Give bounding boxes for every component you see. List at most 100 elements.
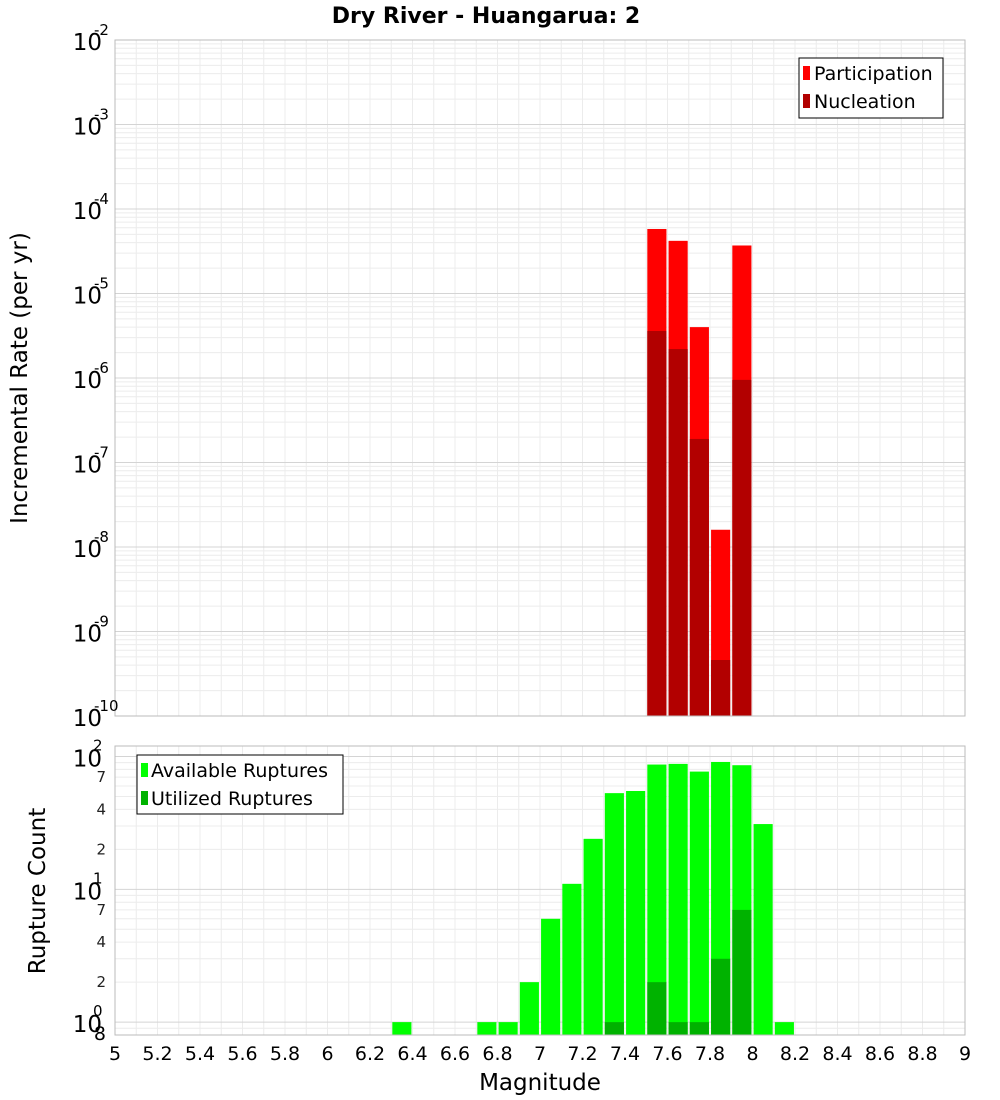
top-y-tick-exponent: -8 — [94, 528, 109, 546]
x-tick-label: 7.2 — [567, 1043, 597, 1065]
utilized-ruptures-bar-7.55 — [647, 982, 667, 1035]
x-tick-label: 7.8 — [695, 1043, 725, 1065]
utilized-ruptures-bar-7.85 — [711, 958, 731, 1035]
available-ruptures-bar-8.15 — [774, 1022, 794, 1035]
bottom-legend: Available Ruptures Utilized Ruptures — [136, 754, 344, 815]
x-tick-label: 6.8 — [482, 1043, 512, 1065]
top-y-tick-base: 10 — [73, 199, 102, 225]
available-ruptures-bar-6.85 — [498, 1022, 518, 1035]
top-y-tick-base: 10 — [73, 622, 102, 648]
bottom-y-minor-label: 7 — [96, 901, 106, 919]
top-y-tick-exponent: -10 — [94, 697, 119, 715]
available-ruptures-bar-7.35 — [604, 793, 624, 1035]
top-y-tick-base: 10 — [73, 284, 102, 310]
nucleation-bar-7.75 — [689, 438, 709, 716]
bottom-y-tick-exponent: 2 — [93, 737, 103, 755]
top-y-axis-label: Incremental Rate (per yr) — [7, 232, 33, 524]
available-ruptures-bar-7.45 — [626, 790, 646, 1035]
x-tick-label: 8 — [746, 1043, 758, 1065]
x-tick-label: 5.6 — [227, 1043, 257, 1065]
top-legend-swatch — [803, 94, 810, 108]
x-tick-label: 6.4 — [397, 1043, 427, 1065]
top-y-tick-base: 10 — [73, 115, 102, 141]
top-y-tick-base: 10 — [73, 537, 102, 563]
nucleation-bar-7.65 — [668, 349, 688, 716]
x-tick-label: 9 — [959, 1043, 971, 1065]
x-tick-label: 8.4 — [822, 1043, 852, 1065]
x-tick-label: 6 — [321, 1043, 333, 1065]
top-y-tick-exponent: -6 — [94, 359, 109, 377]
top-legend-box — [798, 57, 944, 119]
bottom-y-minor-label: 8 — [94, 1023, 106, 1045]
bottom-legend-label: Utilized Ruptures — [151, 788, 313, 810]
top-y-tick-base: 10 — [73, 706, 102, 732]
bottom-legend-swatch — [141, 791, 148, 805]
top-legend-label: Participation — [814, 63, 933, 85]
bottom-y-tick-exponent: 0 — [93, 1002, 103, 1020]
utilized-ruptures-bar-7.65 — [668, 1022, 688, 1035]
available-ruptures-bar-7.75 — [689, 771, 709, 1035]
top-legend-swatch — [803, 66, 810, 80]
top-y-tick-exponent: -2 — [94, 21, 109, 39]
top-grid — [114, 40, 966, 717]
x-tick-label: 7.6 — [652, 1043, 682, 1065]
top-plot-frame — [114, 39, 966, 717]
bottom-y-tick-base: 10 — [73, 1012, 102, 1038]
bottom-legend-box — [136, 754, 344, 815]
x-tick-label: 8.6 — [865, 1043, 895, 1065]
available-ruptures-bar-7.25 — [583, 838, 603, 1035]
bottom-legend-label: Available Ruptures — [151, 760, 328, 782]
top-plot: 10-1010-910-810-710-610-510-410-310-2Par… — [73, 21, 966, 732]
bottom-y-minor-label: 7 — [96, 768, 106, 786]
top-y-tick-exponent: -5 — [94, 275, 109, 293]
available-ruptures-bar-8.05 — [753, 824, 773, 1035]
x-tick-label: 6.6 — [440, 1043, 470, 1065]
nucleation-bar-7.85 — [711, 659, 731, 716]
top-y-tick-base: 10 — [73, 368, 102, 394]
top-y-tick-exponent: -7 — [94, 444, 109, 462]
x-tick-label: 6.2 — [355, 1043, 385, 1065]
nucleation-bar-7.95 — [732, 379, 752, 716]
bottom-legend-swatch — [141, 763, 148, 777]
nucleation-bar-7.55 — [647, 330, 667, 716]
available-ruptures-bar-6.95 — [519, 982, 539, 1035]
x-tick-label: 8.2 — [780, 1043, 810, 1065]
top-legend: Participation Nucleation — [798, 57, 944, 119]
chart-title: Dry River - Huangarua: 2 — [332, 4, 640, 29]
top-y-tick-base: 10 — [73, 30, 102, 56]
x-tick-label: 5.4 — [185, 1043, 215, 1065]
x-tick-label: 5.2 — [142, 1043, 172, 1065]
top-legend-label: Nucleation — [814, 91, 916, 113]
x-tick-label: 7 — [534, 1043, 546, 1065]
x-tick-label: 5 — [109, 1043, 121, 1065]
available-ruptures-bar-7.15 — [562, 883, 582, 1035]
available-ruptures-bar-7.65 — [668, 763, 688, 1035]
bottom-y-minor-label: 4 — [96, 800, 106, 818]
x-axis-label: Magnitude — [479, 1070, 601, 1096]
utilized-ruptures-bar-7.75 — [689, 1022, 709, 1035]
x-tick-label: 5.8 — [270, 1043, 300, 1065]
available-ruptures-bar-6.75 — [477, 1022, 497, 1035]
x-tick-label: 8.8 — [907, 1043, 937, 1065]
available-ruptures-bar-7.55 — [647, 764, 667, 1035]
bottom-grid — [114, 746, 966, 1036]
bottom-y-tick-exponent: 1 — [93, 869, 103, 887]
bottom-y-minor-label: 2 — [96, 840, 106, 858]
bottom-plot-frame — [114, 745, 966, 1036]
top-y-tick-base: 10 — [73, 453, 102, 479]
top-y-tick-exponent: -4 — [94, 190, 109, 208]
x-tick-label: 7.4 — [610, 1043, 640, 1065]
bottom-y-minor-label: 4 — [96, 933, 106, 951]
utilized-ruptures-bar-7.35 — [604, 1022, 624, 1035]
top-y-tick-exponent: -3 — [94, 106, 109, 124]
bottom-y-minor-label: 2 — [96, 973, 106, 991]
utilized-ruptures-bar-7.95 — [732, 909, 752, 1035]
bottom-y-tick-base: 10 — [73, 747, 102, 773]
bottom-y-axis-label: Rupture Count — [25, 808, 51, 974]
available-ruptures-bar-7.05 — [541, 918, 561, 1035]
bottom-y-tick-base: 10 — [73, 879, 102, 905]
top-y-tick-exponent: -9 — [94, 613, 109, 631]
